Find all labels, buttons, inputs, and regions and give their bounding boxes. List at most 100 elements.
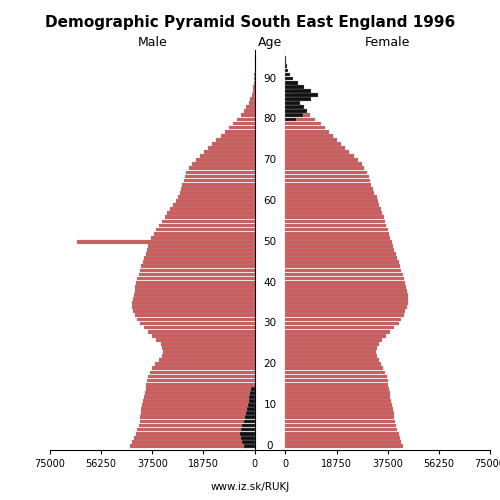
Bar: [286, 374, 387, 378]
Bar: [286, 330, 391, 334]
Bar: [250, 395, 254, 399]
Bar: [286, 293, 408, 297]
Bar: [286, 187, 372, 190]
Bar: [143, 260, 254, 264]
Bar: [286, 310, 406, 313]
Bar: [286, 142, 342, 146]
Bar: [204, 150, 254, 154]
Bar: [176, 199, 254, 203]
Bar: [241, 114, 254, 117]
Bar: [286, 420, 395, 424]
Bar: [286, 314, 404, 317]
Bar: [286, 281, 406, 284]
Bar: [134, 289, 254, 292]
Bar: [286, 252, 396, 256]
Bar: [286, 106, 302, 109]
Bar: [132, 301, 254, 305]
Bar: [286, 428, 397, 432]
Bar: [286, 126, 325, 130]
Bar: [286, 322, 399, 326]
Bar: [286, 387, 389, 390]
Bar: [286, 244, 393, 248]
Bar: [286, 114, 310, 117]
Bar: [286, 346, 377, 350]
Bar: [147, 248, 254, 252]
Bar: [286, 138, 337, 141]
Bar: [286, 89, 312, 92]
Bar: [286, 191, 374, 194]
Bar: [286, 85, 291, 88]
Bar: [286, 285, 406, 288]
Bar: [136, 281, 254, 284]
Bar: [150, 370, 254, 374]
Bar: [286, 166, 364, 170]
Bar: [286, 150, 350, 154]
Bar: [286, 276, 404, 280]
Bar: [286, 76, 288, 80]
Bar: [144, 256, 254, 260]
Bar: [180, 191, 254, 194]
Bar: [159, 224, 254, 228]
Bar: [286, 338, 382, 342]
Bar: [286, 85, 304, 88]
Bar: [250, 97, 254, 101]
Text: 60: 60: [264, 196, 276, 206]
Bar: [286, 358, 378, 362]
Bar: [133, 310, 254, 313]
Bar: [178, 195, 254, 199]
Bar: [212, 142, 254, 146]
Bar: [286, 97, 295, 101]
Bar: [144, 399, 254, 403]
Bar: [286, 354, 377, 358]
Bar: [286, 432, 399, 436]
Bar: [286, 260, 399, 264]
Title: Female: Female: [365, 36, 410, 49]
Bar: [192, 162, 254, 166]
Bar: [286, 72, 290, 76]
Bar: [286, 81, 290, 84]
Bar: [286, 146, 346, 150]
Bar: [134, 314, 254, 317]
Bar: [286, 444, 403, 448]
Text: 20: 20: [264, 360, 276, 370]
Bar: [134, 436, 254, 440]
Bar: [286, 110, 306, 113]
Bar: [228, 126, 254, 130]
Bar: [286, 195, 377, 199]
Bar: [286, 399, 391, 403]
Bar: [138, 318, 254, 322]
Bar: [170, 208, 254, 211]
Bar: [286, 158, 358, 162]
Bar: [286, 408, 393, 411]
Bar: [138, 424, 254, 428]
Title: Age: Age: [258, 36, 282, 49]
Bar: [184, 178, 254, 182]
Bar: [286, 403, 393, 407]
Bar: [132, 440, 254, 444]
Text: 0: 0: [267, 441, 274, 451]
Bar: [151, 236, 254, 240]
Bar: [134, 293, 254, 297]
Bar: [233, 122, 254, 126]
Bar: [245, 416, 254, 419]
Bar: [162, 220, 254, 224]
Bar: [251, 387, 254, 390]
Bar: [156, 228, 254, 232]
Title: Male: Male: [138, 36, 167, 49]
Bar: [286, 268, 402, 272]
Bar: [140, 420, 254, 424]
Bar: [185, 174, 254, 178]
Bar: [160, 342, 254, 346]
Bar: [286, 154, 354, 158]
Bar: [196, 158, 254, 162]
Bar: [216, 138, 254, 141]
Bar: [286, 232, 389, 235]
Bar: [244, 444, 254, 448]
Bar: [140, 268, 254, 272]
Bar: [286, 212, 382, 215]
Bar: [252, 89, 254, 92]
Bar: [142, 403, 254, 407]
Bar: [286, 118, 296, 122]
Bar: [286, 162, 362, 166]
Bar: [286, 228, 388, 232]
